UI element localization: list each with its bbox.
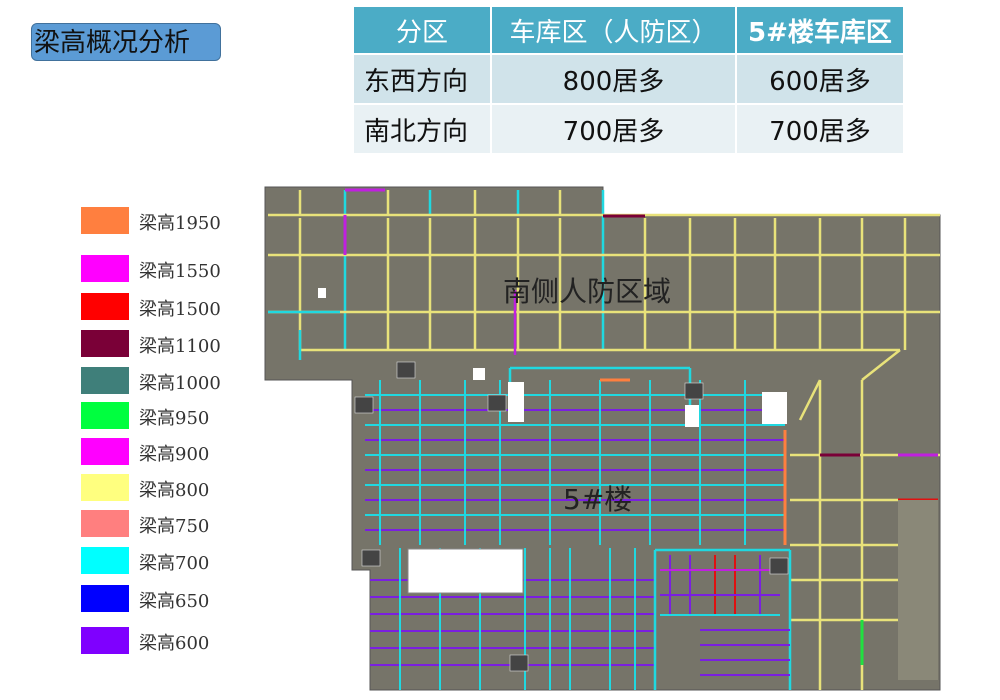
legend-item: 梁高750 bbox=[81, 510, 281, 540]
legend-label: 梁高1550 bbox=[139, 261, 221, 282]
legend-swatch bbox=[81, 510, 129, 537]
header-zone: 分区 bbox=[354, 7, 490, 53]
legend-label: 梁高750 bbox=[139, 516, 210, 537]
legend-item: 梁高1500 bbox=[81, 293, 281, 323]
legend-item: 梁高1100 bbox=[81, 330, 281, 360]
table-header-row: 分区 车库区（人防区） 5#楼车库区 bbox=[354, 7, 903, 53]
legend-swatch bbox=[81, 367, 129, 394]
legend-item: 梁高800 bbox=[81, 474, 281, 504]
legend-swatch bbox=[81, 255, 129, 282]
opening bbox=[407, 548, 524, 594]
header-building5-garage: 5#楼车库区 bbox=[737, 7, 903, 53]
legend-item: 梁高950 bbox=[81, 402, 281, 432]
table-row: 东西方向 800居多 600居多 bbox=[354, 55, 903, 103]
opening bbox=[473, 368, 485, 380]
label-building-5: 5#楼 bbox=[563, 483, 633, 516]
legend-swatch bbox=[81, 627, 129, 654]
legend-swatch bbox=[81, 402, 129, 429]
legend-swatch bbox=[81, 330, 129, 357]
legend-label: 梁高1000 bbox=[139, 373, 221, 394]
stair-icon bbox=[354, 396, 374, 414]
cell-value: 700居多 bbox=[737, 105, 903, 153]
legend-label: 梁高900 bbox=[139, 444, 210, 465]
legend-label: 梁高600 bbox=[139, 633, 210, 654]
legend-item: 梁高1550 bbox=[81, 255, 281, 285]
legend-item: 梁高700 bbox=[81, 547, 281, 577]
legend-item: 梁高1000 bbox=[81, 367, 281, 397]
legend-label: 梁高650 bbox=[139, 591, 210, 612]
legend-item: 梁高900 bbox=[81, 438, 281, 468]
cell-value: 700居多 bbox=[492, 105, 735, 153]
legend-label: 梁高700 bbox=[139, 553, 210, 574]
stair-icon bbox=[361, 549, 381, 567]
legend-swatch bbox=[81, 293, 129, 320]
legend-label: 梁高800 bbox=[139, 480, 210, 501]
service-block bbox=[898, 500, 938, 680]
beam-line bbox=[798, 379, 822, 421]
beam-summary-table: 分区 车库区（人防区） 5#楼车库区 东西方向 800居多 600居多 南北方向… bbox=[352, 5, 905, 155]
legend-swatch bbox=[81, 474, 129, 501]
cell-value: 600居多 bbox=[737, 55, 903, 103]
label-south-civil-defense: 南侧人防区域 bbox=[503, 275, 672, 308]
page-title: 梁高概况分析 bbox=[31, 23, 221, 61]
opening bbox=[318, 288, 326, 298]
header-garage-civil-defense: 车库区（人防区） bbox=[492, 7, 735, 53]
legend-label: 梁高1950 bbox=[139, 213, 221, 234]
legend-label: 梁高950 bbox=[139, 408, 210, 429]
stair-icon bbox=[396, 361, 416, 379]
stair-icon bbox=[487, 394, 507, 412]
legend-item: 梁高650 bbox=[81, 585, 281, 615]
row-label: 东西方向 bbox=[354, 55, 490, 103]
legend-label: 梁高1500 bbox=[139, 299, 221, 320]
opening bbox=[762, 392, 787, 424]
legend-swatch bbox=[81, 438, 129, 465]
beam-line bbox=[861, 349, 901, 381]
legend-label: 梁高1100 bbox=[139, 336, 221, 357]
legend-swatch bbox=[81, 547, 129, 574]
opening bbox=[508, 382, 524, 422]
legend-item: 梁高600 bbox=[81, 627, 281, 657]
stair-icon bbox=[769, 557, 789, 575]
stair-icon bbox=[684, 382, 704, 400]
opening bbox=[685, 405, 699, 427]
cell-value: 800居多 bbox=[492, 55, 735, 103]
table-row: 南北方向 700居多 700居多 bbox=[354, 105, 903, 153]
row-label: 南北方向 bbox=[354, 105, 490, 153]
legend-swatch bbox=[81, 207, 129, 234]
legend-item: 梁高1950 bbox=[81, 207, 281, 237]
stair-icon bbox=[509, 654, 529, 672]
legend-swatch bbox=[81, 585, 129, 612]
